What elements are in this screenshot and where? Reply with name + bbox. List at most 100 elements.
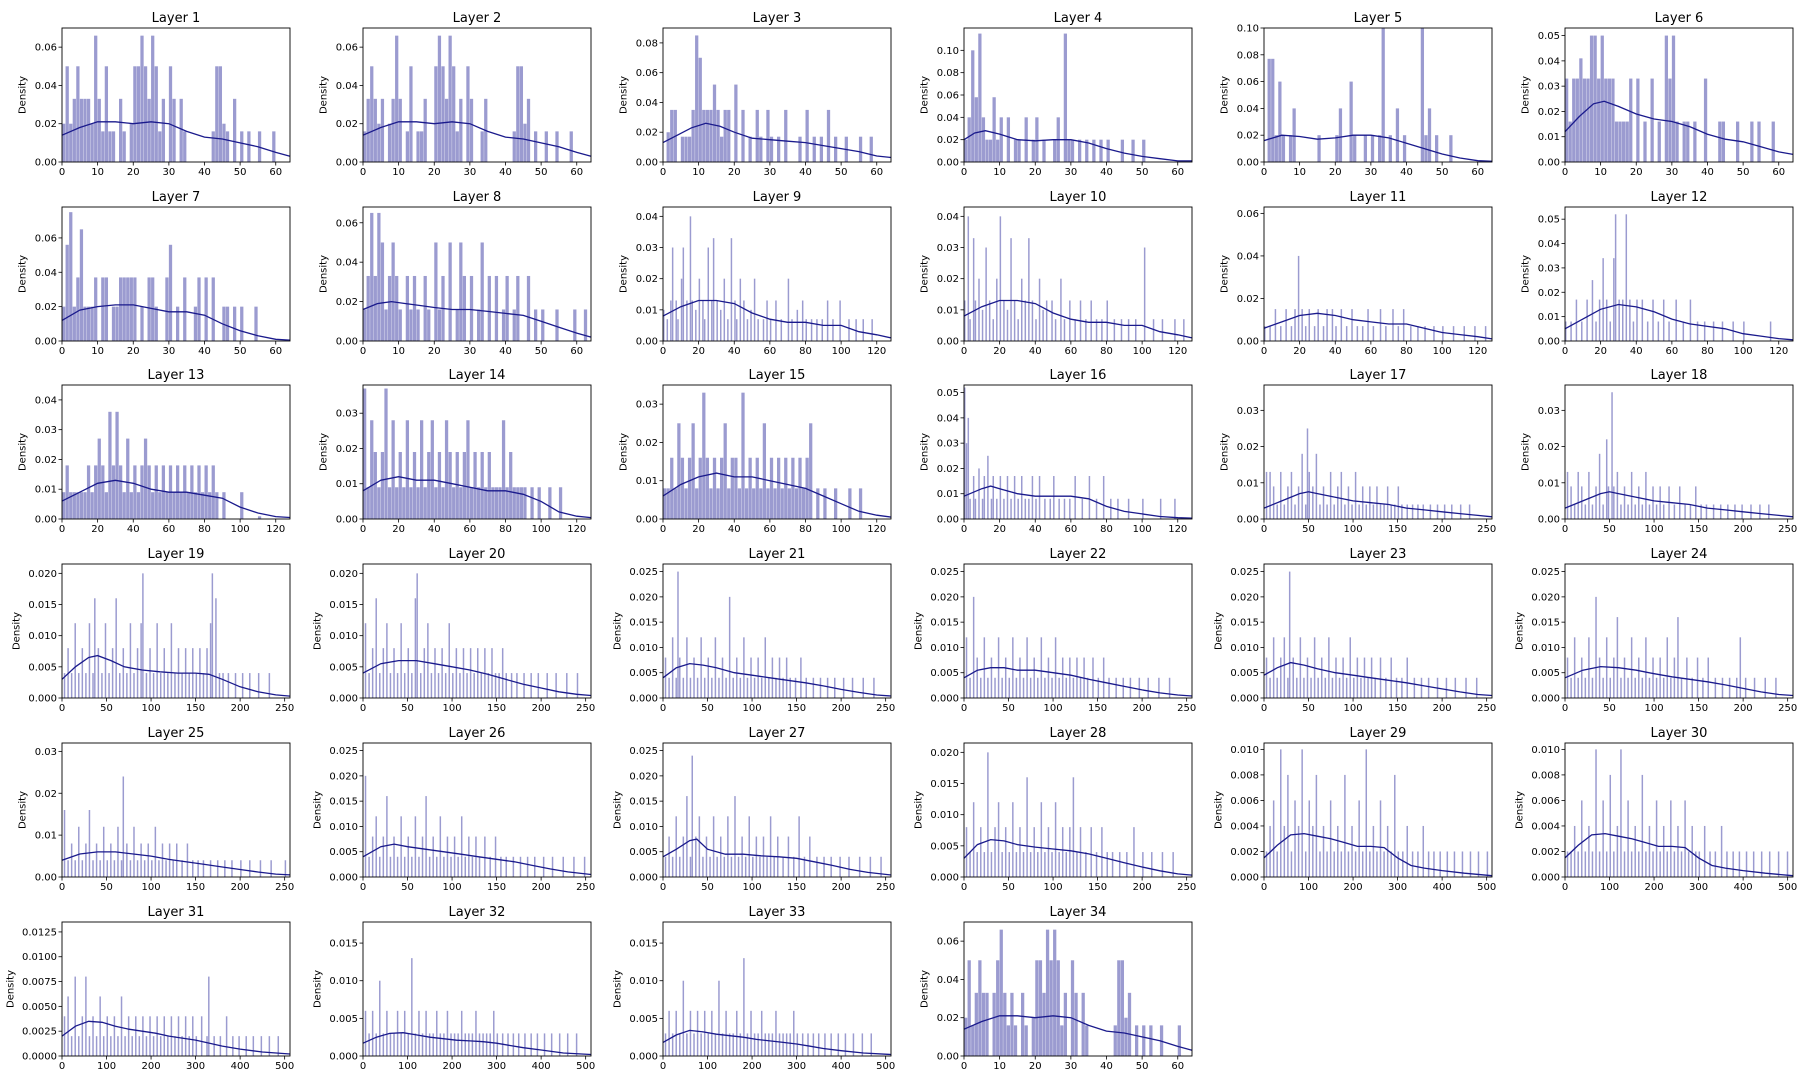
histogram-bar: [680, 278, 683, 341]
x-tick-label: 0: [1261, 882, 1267, 893]
histogram-bar: [1390, 504, 1392, 519]
histogram-bar: [414, 598, 417, 698]
histogram-bar: [1272, 800, 1275, 877]
histogram-bar: [519, 487, 524, 519]
histogram-bar: [436, 856, 438, 877]
histogram-bar: [1379, 504, 1382, 519]
histogram-bar: [81, 1016, 84, 1056]
histogram-bar: [183, 131, 187, 162]
histogram-bar: [1060, 278, 1062, 341]
histogram-bar: [136, 492, 141, 519]
y-tick-label: 0.01: [1538, 312, 1560, 323]
histogram-bar: [1566, 657, 1569, 698]
histogram-bar: [158, 860, 160, 877]
histogram-bar: [434, 66, 438, 162]
histogram-bar: [516, 275, 520, 341]
y-tick-label: 0.015: [28, 600, 57, 611]
x-tick-label: 0: [660, 167, 666, 178]
histogram-bar: [505, 673, 507, 698]
y-tick-label: 0.04: [636, 212, 658, 223]
y-tick-label: 0.02: [35, 789, 57, 800]
histogram-bar: [1003, 992, 1007, 1056]
histogram-bar: [149, 1016, 151, 1056]
axes-frame: [662, 921, 892, 1057]
histogram-bar: [680, 457, 685, 519]
histogram-bar: [140, 843, 142, 877]
histogram-bar: [1029, 677, 1032, 698]
histogram-bar: [143, 860, 146, 877]
histogram-bar: [1609, 677, 1612, 698]
histogram-bar: [1067, 139, 1071, 162]
histogram-bar: [375, 816, 377, 877]
y-tick-label: 0.025: [629, 746, 658, 757]
histogram-bar: [1076, 657, 1078, 698]
x-tick-label: 100: [142, 703, 161, 714]
axes-frame: [362, 206, 592, 342]
histogram-bar: [1333, 851, 1335, 877]
histogram-bar: [284, 860, 287, 877]
histogram-bar: [443, 856, 445, 877]
histogram-bar: [974, 498, 977, 519]
histogram-bar: [81, 860, 84, 877]
histogram-bar: [181, 673, 183, 698]
histogram-bar: [1127, 992, 1132, 1056]
subplot-title: Layer 4: [1054, 11, 1103, 26]
kde-line: [963, 299, 1193, 339]
histogram-bar: [88, 1036, 91, 1056]
subplot-18: Layer 180 50 100 150 200 2500.000.010.020.03D…: [1521, 368, 1798, 535]
histogram-bar: [1664, 35, 1669, 163]
y-tick-label: 0.020: [329, 569, 358, 580]
kde-line: [963, 485, 1193, 519]
histogram-bar: [691, 300, 693, 341]
histogram-bar: [469, 275, 474, 341]
x-tick-label: 150: [1388, 524, 1407, 535]
histogram-bar: [371, 648, 374, 698]
histogram-bar: [76, 492, 80, 519]
y-tick-label: 0.05: [937, 388, 959, 399]
histogram-bar: [734, 300, 736, 341]
histogram-bar: [86, 306, 91, 341]
x-tick-label: 60: [1772, 167, 1785, 178]
histogram-bar: [1417, 504, 1419, 519]
histogram-bar: [1402, 135, 1407, 162]
histogram-bar: [249, 673, 251, 698]
histogram-bar: [755, 109, 759, 162]
histogram-bar: [368, 856, 370, 877]
kde-line: [1564, 491, 1794, 518]
histogram-bar: [711, 300, 713, 341]
histogram-bar: [213, 1036, 215, 1056]
histogram-bar: [1276, 677, 1278, 698]
histogram-bar: [1053, 476, 1055, 519]
kde-line: [61, 304, 291, 341]
subplot-19: Layer 190 50 100 150 200 2500.0000.0050.0100.…: [12, 547, 295, 714]
histogram-bar: [1453, 851, 1456, 877]
histogram-bar: [1575, 78, 1579, 162]
y-axis-label: Density: [18, 791, 29, 829]
histogram-bar: [969, 319, 971, 341]
histogram-bar: [1280, 471, 1282, 519]
histogram-bar: [434, 242, 438, 341]
y-tick-label: 0.03: [1237, 406, 1259, 417]
histogram-bar: [505, 487, 509, 519]
histogram-bar: [768, 677, 770, 698]
histogram-bar: [1010, 498, 1012, 519]
histogram-bar: [268, 673, 271, 698]
x-tick-label: 120: [266, 524, 285, 535]
axes-frame: [963, 742, 1193, 878]
y-tick-label: 0.02: [937, 1013, 959, 1024]
histogram-bar: [750, 1010, 752, 1056]
x-tick-label: 100: [1133, 346, 1152, 357]
axes-frame: [362, 27, 592, 163]
kde-line: [662, 299, 892, 339]
histogram-bar: [411, 673, 413, 698]
histogram-bar: [969, 852, 971, 877]
histogram-bar: [787, 488, 791, 519]
histogram-bar: [1768, 504, 1770, 519]
histogram-bar: [386, 623, 388, 698]
histogram-bar: [1728, 677, 1731, 698]
x-tick-label: 0: [1562, 703, 1568, 714]
histogram-bar: [1700, 504, 1702, 519]
x-tick-label: 250: [1477, 524, 1496, 535]
x-tick-label: 200: [231, 703, 250, 714]
histogram-bar: [1682, 321, 1685, 341]
